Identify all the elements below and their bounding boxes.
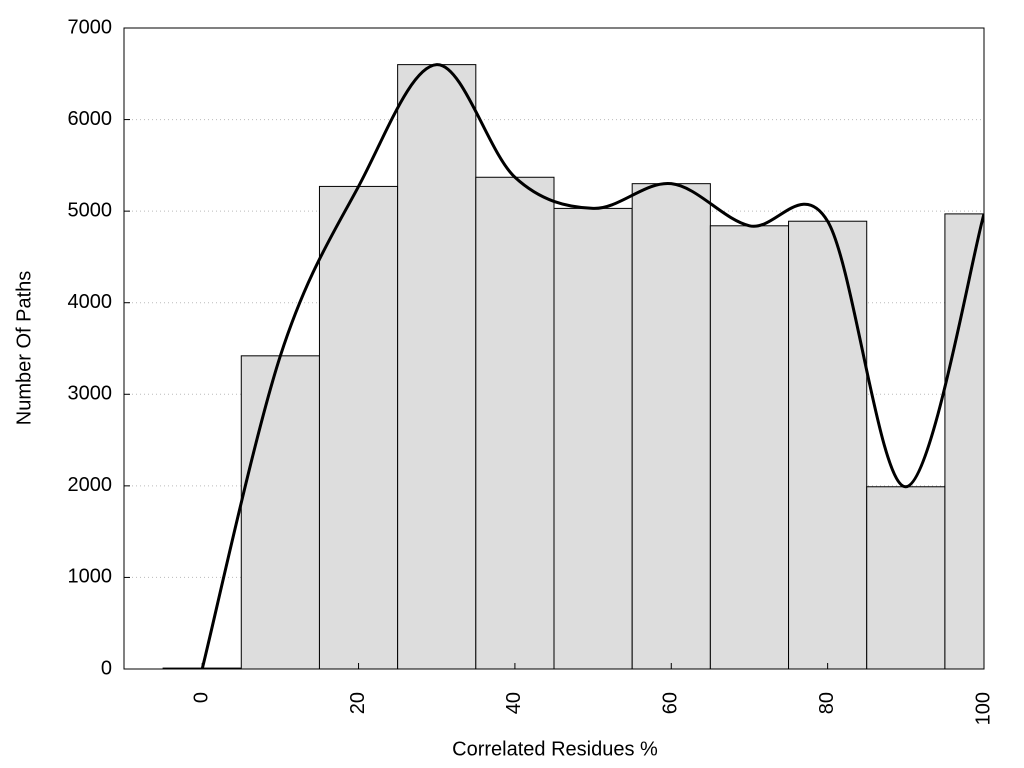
bar bbox=[318, 185, 399, 669]
curve bbox=[200, 63, 984, 669]
y-tick-label: 3000 bbox=[68, 383, 113, 405]
x-tick-label: 60 bbox=[660, 692, 682, 714]
bar bbox=[475, 176, 555, 669]
bar bbox=[397, 64, 477, 669]
bar bbox=[631, 183, 711, 669]
y-tick-label: 4000 bbox=[68, 291, 113, 313]
bar bbox=[709, 225, 790, 669]
x-tick-label: 20 bbox=[347, 692, 369, 714]
bar bbox=[240, 355, 320, 669]
bar bbox=[866, 486, 946, 669]
y-tick-label: 1000 bbox=[68, 566, 113, 588]
x-tick-label: 100 bbox=[972, 692, 994, 725]
y-tick-label: 2000 bbox=[68, 474, 113, 496]
bar bbox=[553, 207, 633, 669]
bar bbox=[944, 213, 984, 669]
x-tick-label: 0 bbox=[190, 692, 212, 703]
ticks: 0 1000 2000 3000 4000 5000 6000 7000 0 20 40 60 80 10… bbox=[68, 16, 995, 725]
bar bbox=[788, 220, 868, 669]
y-tick-label: 6000 bbox=[68, 108, 113, 130]
plot-frame bbox=[123, 27, 985, 670]
x-tick-label: 40 bbox=[503, 692, 525, 714]
bars bbox=[162, 64, 984, 669]
x-axis-label: Correlated Residues % bbox=[452, 738, 658, 760]
trend-line bbox=[200, 63, 984, 669]
x-tick-label: 80 bbox=[816, 692, 838, 714]
y-tick-label: 5000 bbox=[68, 199, 113, 221]
y-tick-label: 7000 bbox=[68, 16, 113, 38]
y-axis-label: Number Of Paths bbox=[13, 271, 35, 426]
y-tick-label: 0 bbox=[101, 657, 112, 679]
